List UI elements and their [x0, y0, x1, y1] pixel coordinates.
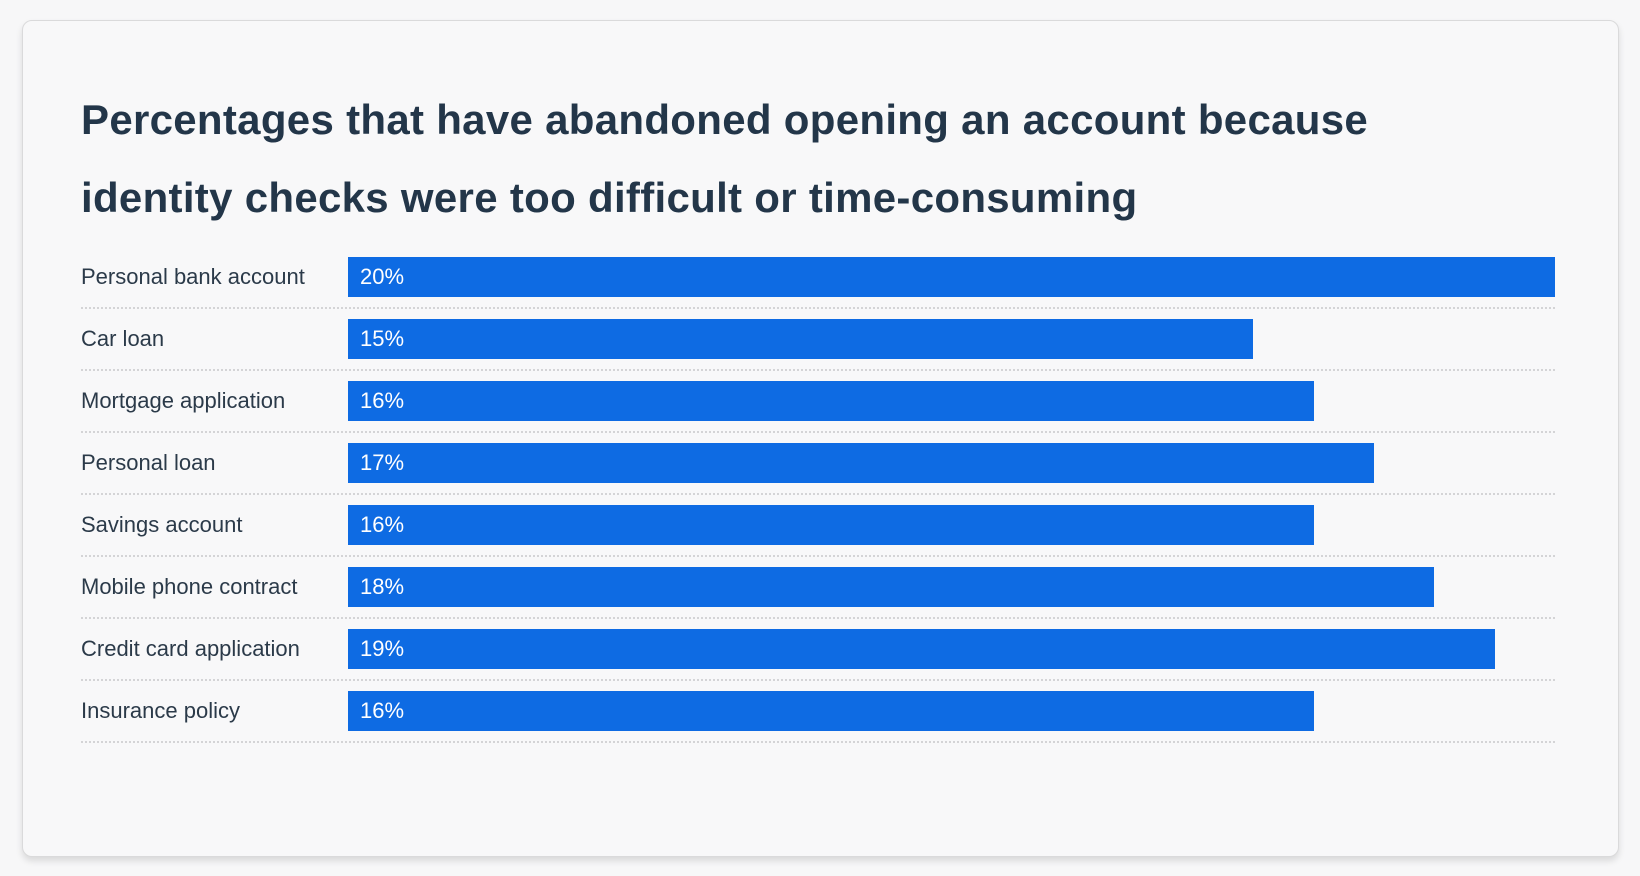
chart-row: Car loan 15% — [81, 309, 1555, 371]
row-label: Credit card application — [81, 636, 300, 661]
bar-value-label: 15% — [360, 326, 405, 351]
bar-chart: Personal bank account 20% Car loan 15% M… — [81, 247, 1555, 743]
row-label: Mobile phone contract — [81, 574, 298, 599]
bar: 16% — [348, 691, 1314, 731]
chart-title-line-1: Percentages that have abandoned opening … — [81, 96, 1369, 143]
bar-area: 16% — [348, 505, 1555, 545]
chart-card: Percentages that have abandoned opening … — [22, 20, 1619, 857]
bar: 15% — [348, 319, 1254, 359]
chart-row: Personal bank account 20% — [81, 247, 1555, 309]
chart-row: Mortgage application 16% — [81, 371, 1555, 433]
bar-area: 16% — [348, 691, 1555, 731]
bar-area: 17% — [348, 443, 1555, 483]
row-label: Insurance policy — [81, 698, 240, 723]
chart-row: Savings account 16% — [81, 495, 1555, 557]
bar-value-label: 16% — [360, 698, 405, 723]
bar-value-label: 16% — [360, 512, 405, 537]
bar-area: 19% — [348, 629, 1555, 669]
row-label: Mortgage application — [81, 388, 286, 413]
bar: 18% — [348, 567, 1435, 607]
bar-area: 15% — [348, 319, 1555, 359]
bar-area: 18% — [348, 567, 1555, 607]
row-label: Savings account — [81, 512, 243, 537]
row-label: Personal bank account — [81, 264, 305, 289]
bar-area: 16% — [348, 381, 1555, 421]
bar-value-label: 17% — [360, 450, 405, 475]
chart-row: Personal loan 17% — [81, 433, 1555, 495]
bar-value-label: 16% — [360, 388, 405, 413]
row-label: Personal loan — [81, 450, 216, 475]
bar: 19% — [348, 629, 1495, 669]
row-label: Car loan — [81, 326, 165, 351]
chart-title: Percentages that have abandoned opening … — [81, 81, 1555, 237]
bar: 17% — [348, 443, 1374, 483]
chart-row: Credit card application 19% — [81, 619, 1555, 681]
bar-value-label: 18% — [360, 574, 405, 599]
bar: 20% — [348, 257, 1555, 297]
bar-value-label: 20% — [360, 264, 405, 289]
bar-area: 20% — [348, 257, 1555, 297]
chart-row: Mobile phone contract 18% — [81, 557, 1555, 619]
chart-title-line-2: identity checks were too difficult or ti… — [81, 174, 1138, 221]
bar-value-label: 19% — [360, 636, 405, 661]
chart-row: Insurance policy 16% — [81, 681, 1555, 743]
bar: 16% — [348, 381, 1314, 421]
bar: 16% — [348, 505, 1314, 545]
